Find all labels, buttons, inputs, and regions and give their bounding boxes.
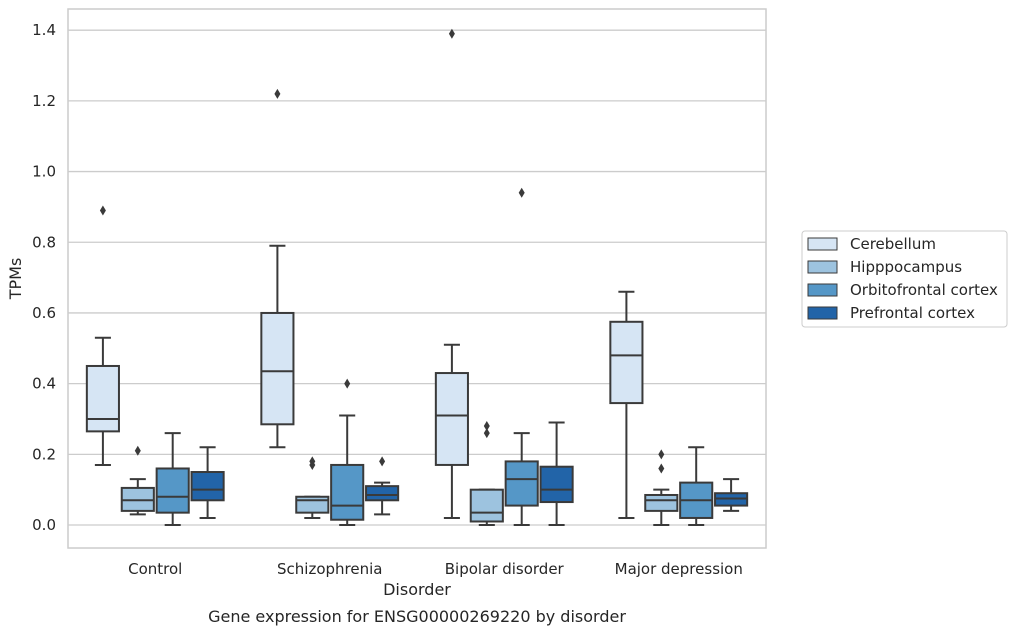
box-body (85, 364, 120, 433)
legend-swatch (807, 237, 838, 251)
box-3-0 (609, 290, 644, 519)
outlier-point (344, 378, 351, 389)
legend-label: Prefrontal cortex (850, 304, 975, 322)
y-tick-label: 1.0 (32, 163, 56, 181)
box-body (155, 467, 190, 514)
grid-lines (68, 29, 766, 526)
outlier-point (483, 421, 490, 432)
legend: Cerebellum Hipppocampus Orbitofrontal cort… (801, 230, 1008, 328)
outlier-point (658, 449, 665, 460)
x-tick-label: Schizophrenia (277, 560, 382, 578)
box-body (469, 488, 504, 523)
box-body (539, 465, 574, 504)
box-0-1 (120, 445, 155, 516)
box-1-3 (365, 456, 400, 516)
box-2-3 (539, 421, 574, 527)
legend-frame (801, 230, 1008, 328)
box-0-0 (85, 205, 120, 466)
box-3-2 (679, 446, 714, 527)
outlier-point (309, 456, 316, 467)
box-body (609, 320, 644, 405)
box-body (330, 463, 365, 521)
box-body (644, 493, 679, 512)
outlier-point (448, 28, 455, 39)
outlier-point (134, 445, 141, 456)
boxes (85, 28, 749, 527)
x-tick-label: Major depression (615, 560, 743, 578)
legend-label: Orbitofrontal cortex (850, 281, 998, 299)
box-1-2 (330, 378, 365, 527)
x-tick-label: Control (128, 560, 182, 578)
box-3-3 (714, 478, 749, 512)
chart-caption: Gene expression for ENSG00000269220 by d… (208, 607, 626, 626)
box-body (434, 372, 469, 466)
box-body (504, 460, 539, 507)
box-0-3 (190, 446, 225, 519)
box-0-2 (155, 432, 190, 527)
legend-swatch (807, 306, 838, 320)
outlier-point (99, 205, 106, 216)
y-tick-label: 0.0 (32, 516, 56, 534)
y-tick-label: 0.4 (32, 375, 56, 393)
outlier-point (483, 428, 490, 439)
x-tick-label: Bipolar disorder (445, 560, 565, 578)
box-body (190, 471, 225, 502)
box-1-1 (295, 456, 330, 519)
legend-label: Hipppocampus (850, 258, 962, 276)
box-body (295, 495, 330, 514)
y-tick-label: 0.6 (32, 304, 56, 322)
y-axis-label: TPMs (6, 258, 25, 301)
x-axis-label: Disorder (383, 580, 451, 599)
legend-label: Cerebellum (850, 235, 936, 253)
outlier-point (274, 88, 281, 99)
y-tick-label: 1.4 (32, 21, 56, 39)
box-2-0 (434, 28, 469, 519)
outlier-point (379, 456, 386, 467)
y-tick-label: 0.2 (32, 445, 56, 463)
box-2-2 (504, 187, 539, 527)
box-body (260, 311, 295, 426)
legend-swatch (807, 260, 838, 274)
y-tick-label: 1.2 (32, 92, 56, 110)
outlier-point (658, 463, 665, 474)
plot-frame (67, 8, 767, 549)
y-axis-ticks: 0.0 0.2 0.4 0.6 0.8 1.0 1.2 1.4 (32, 21, 56, 534)
x-axis-ticks: Control Schizophrenia Bipolar disorder Majo… (128, 560, 743, 578)
outlier-point (518, 187, 525, 198)
y-tick-label: 0.8 (32, 233, 56, 251)
box-2-1 (469, 421, 504, 527)
box-3-1 (644, 449, 679, 527)
legend-swatch (807, 283, 838, 297)
box-body (365, 485, 400, 502)
box-1-0 (260, 88, 295, 449)
